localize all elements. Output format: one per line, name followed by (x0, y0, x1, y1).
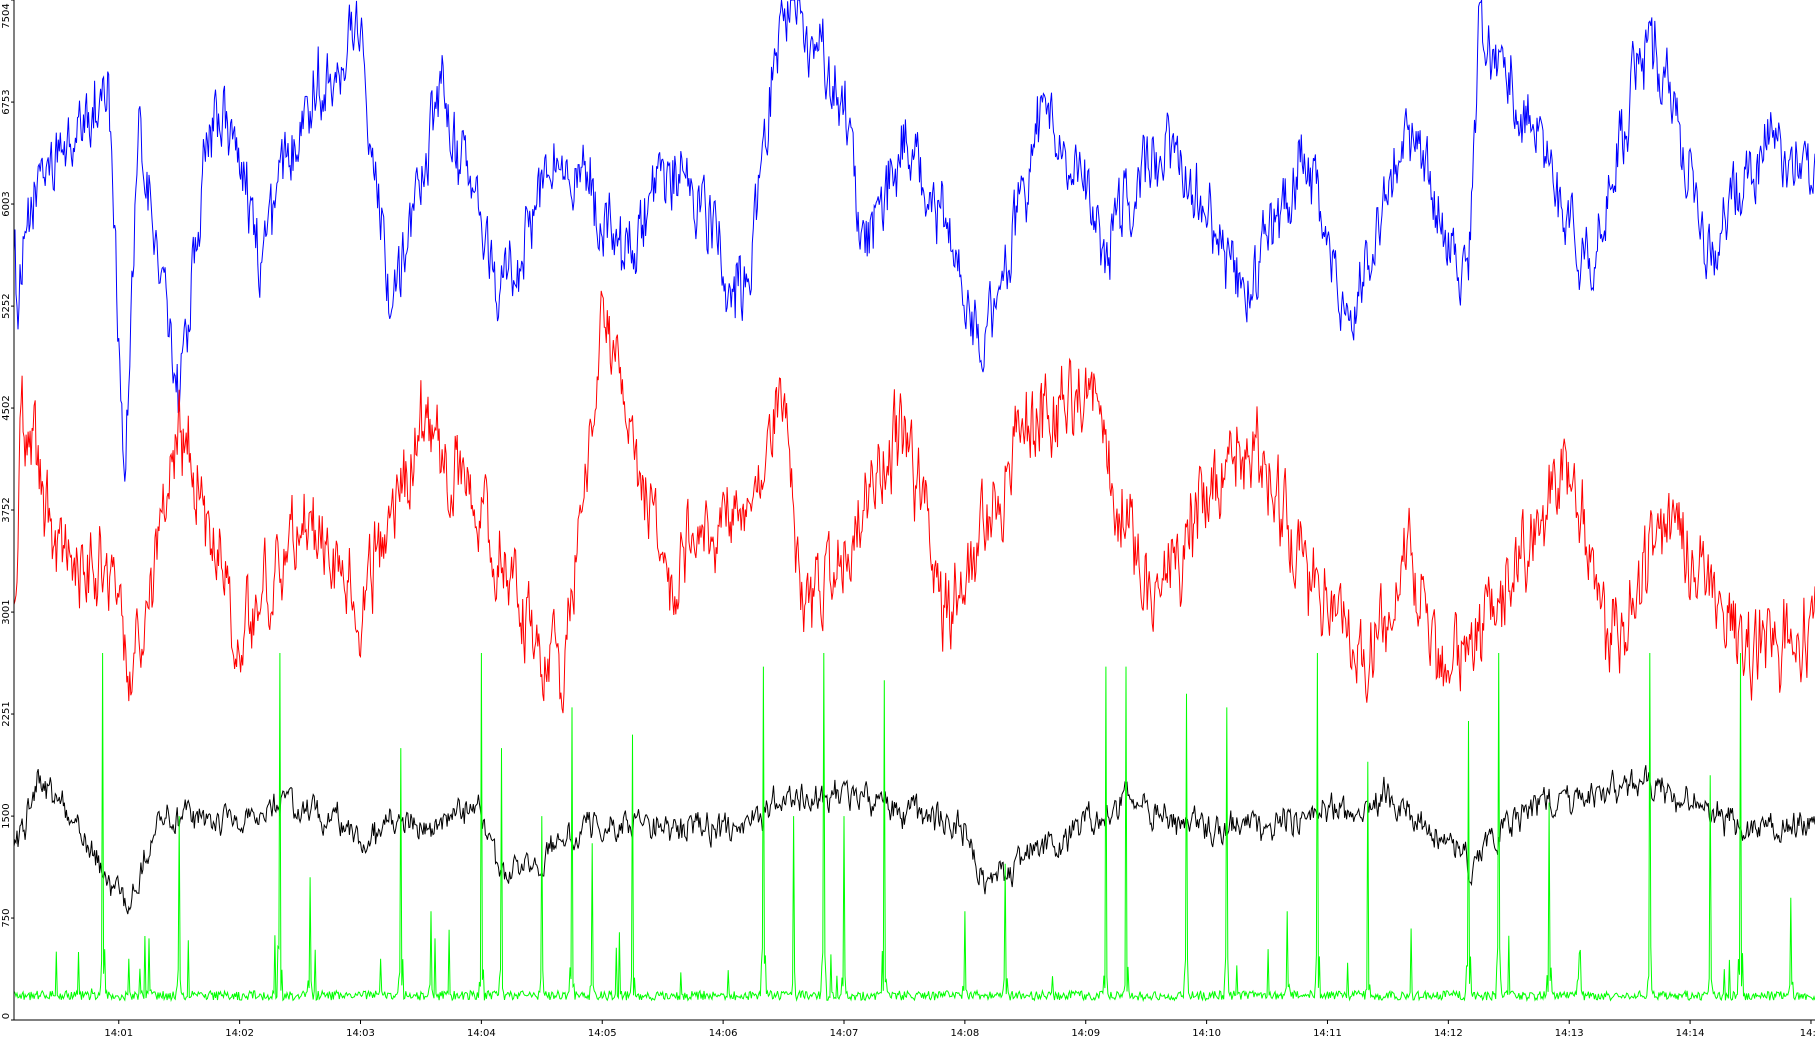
x-tick-label: 14:05 (588, 1028, 617, 1039)
series-layer (13, 0, 1815, 1003)
y-tick-label: 4502 (1, 395, 12, 420)
y-tick-label: 1500 (1, 803, 12, 828)
series-line-3 (13, 765, 1815, 915)
x-tick-label: 14:04 (467, 1028, 496, 1039)
y-axis-ticks: 0 750 1500 2251 3001 3752 4502 5252 6003 6753 7504 (1, 0, 14, 1021)
y-tick-label: 6753 (1, 89, 12, 114)
x-tick-label: 14:01 (104, 1028, 133, 1039)
series-line-1 (13, 0, 1815, 482)
y-tick-label: 2251 (1, 701, 12, 726)
x-tick-label: 14:11 (1313, 1028, 1342, 1039)
series-line-4 (13, 652, 1815, 1003)
x-tick-label: 14:07 (830, 1028, 859, 1039)
x-tick-label: 14:06 (709, 1028, 738, 1039)
x-tick-label: 14:12 (1434, 1028, 1463, 1039)
x-tick-label: 14:08 (950, 1028, 979, 1039)
y-tick-label: 3001 (1, 599, 12, 624)
x-axis-ticks: 14:01 14:02 14:03 14:04 14:05 14:06 14:07 14:08… (104, 1020, 1815, 1039)
x-tick-label: 14:1 (1800, 1028, 1815, 1039)
x-tick-label: 14:10 (1192, 1028, 1221, 1039)
y-tick-label: 3752 (1, 497, 12, 522)
y-tick-label: 750 (1, 909, 12, 928)
x-tick-label: 14:14 (1676, 1028, 1705, 1039)
x-tick-label: 14:13 (1555, 1028, 1584, 1039)
x-tick-label: 14:03 (346, 1028, 375, 1039)
y-tick-label: 5252 (1, 293, 12, 318)
y-tick-label: 0 (1, 1013, 12, 1019)
x-tick-label: 14:02 (225, 1028, 254, 1039)
x-tick-label: 14:09 (1071, 1028, 1100, 1039)
series-line-2 (13, 290, 1815, 714)
y-tick-label: 7504 (1, 3, 12, 28)
y-tick-label: 6003 (1, 191, 12, 216)
